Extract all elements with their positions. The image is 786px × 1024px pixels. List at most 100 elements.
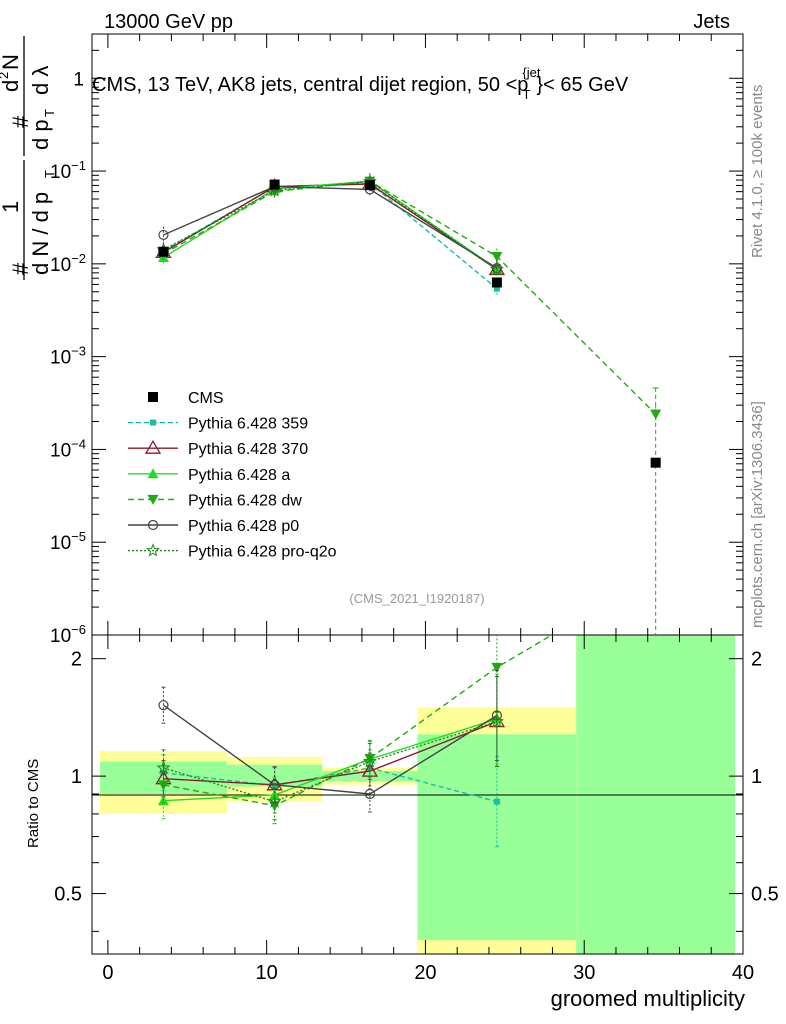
legend-label: Pythia 6.428 pro-q2o [188,544,337,561]
ylabel-one: 1 [0,201,23,213]
ylabel-dN: d N / d p [28,192,53,275]
series-point [491,252,503,263]
svg-text:d p: d p [28,119,53,150]
ytick-label-4: 10−2 [50,251,86,276]
ratio-pythia-6-428-pro-q2o [156,676,504,821]
legend-label: Pythia 6.428 359 [188,416,308,433]
ytick-label-3: 10−3 [50,344,86,369]
svg-text:N: N [0,54,23,70]
ratio-line-4 [163,704,498,795]
cms-point [158,246,169,257]
xtick-label-10: 10 [256,962,278,984]
ratio-ytick-label-1: 1 [71,766,82,788]
main-series [155,173,662,635]
cms-point [364,180,375,191]
legend-entry-1: Pythia 6.428 370 [128,439,308,458]
plot-title: CMS, 13 TeV, AK8 jets, central dijet reg… [92,65,629,102]
svg-text:T: T [42,170,57,178]
mcplots-label: mcplots.cern.ch [arXiv:1306.3436] [749,401,766,628]
ratio-point [157,780,169,791]
ratio-ytick-label-right-0: 2 [751,649,762,671]
x-axis-label: groomed multiplicity [551,986,745,1011]
ratio-ytick-label-2: 0.5 [54,884,82,906]
ratio-line-1 [163,720,498,786]
legend-marker [147,519,159,531]
cms-point [491,277,502,288]
ratio-point [364,753,376,764]
ratio-ytick-label-0: 2 [71,649,82,671]
title-sub: T [522,87,530,102]
analysis-tag: (CMS_2021_I1920187) [349,591,484,606]
series-point [650,409,662,420]
title-end: }< 65 GeV [536,74,628,96]
main-y-axis: 10−6 10−5 10−4 10−3 10−2 10−1 1 [50,33,743,647]
ratio-point [491,662,503,673]
legend-marker [147,468,159,479]
series-line-5 [163,180,498,271]
header-right: Jets [693,11,730,33]
ylabel-hash-1: # [8,262,33,275]
svg-text:T: T [42,109,57,117]
ratio-point [362,754,377,768]
main-y-axis-label: # 1 d N / d p T # d 2 N d p T d λ [0,36,57,280]
legend-entry-3: Pythia 6.428 dw [128,492,302,509]
title-sup: {jet [522,65,540,80]
ratio-point [267,794,282,808]
legend-marker [147,494,159,505]
ytick-label-1: 10−5 [50,529,86,554]
legend-entry-2: Pythia 6.428 a [128,467,290,484]
legend: CMS Pythia 6.428 359 Pythia 6.428 370 Pythi… [128,390,337,561]
ytick-label-0: 10−6 [50,622,86,647]
series-point [493,285,500,292]
title-main: CMS, 13 TeV, AK8 jets, central dijet reg… [92,74,528,96]
ratio-series [155,635,554,848]
series-line-2 [163,180,498,270]
ratio-y-axis: 2 2 1 1 0.5 0.5 [54,649,779,932]
series-point [158,229,169,241]
ratio-line-3 [163,635,554,807]
ratio-ytick-label-right-2: 0.5 [751,884,779,906]
legend-label: Pythia 6.428 p0 [188,518,299,535]
ratio-y-label: Ratio to CMS [25,759,42,848]
ratio-point [364,788,375,800]
legend-entry-4: Pythia 6.428 p0 [128,518,299,535]
legend-marker [150,419,156,426]
legend-label-cms: CMS [188,390,224,407]
legend-marker [144,439,162,454]
ratio-point [156,760,171,774]
series-pythia-6-428-370 [155,175,506,278]
legend-entry-0: Pythia 6.428 359 [128,416,308,433]
cms-point [650,457,661,468]
svg-text:#: # [8,115,33,128]
ratio-point [489,714,504,728]
xtick-label-30: 30 [573,962,595,984]
legend-label: Pythia 6.428 370 [188,441,308,458]
rivet-label: Rivet 4.1.0, ≥ 100k events [749,85,766,258]
legend-label: Pythia 6.428 a [188,467,290,484]
x-axis: 0 10 20 30 40 [102,34,754,984]
legend-marker [146,543,160,557]
ratio-point [493,798,500,805]
svg-text:2: 2 [0,72,11,79]
svg-text:d λ: d λ [28,66,53,95]
ratio-ytick-label-right-1: 1 [751,766,762,788]
legend-marker-cms [148,392,158,402]
ytick-label-6: 1 [73,69,84,90]
xtick-label-40: 40 [732,962,754,984]
cms-data-points [158,179,661,468]
cms-point [269,179,280,190]
ratio-point [491,710,502,721]
header-left: 13000 GeV pp [104,11,233,33]
ytick-label-2: 10−4 [50,436,86,461]
svg-text:d: d [0,80,23,92]
series-point [489,262,504,276]
series-line-4 [163,185,498,269]
legend-entry-cms: CMS [148,390,224,407]
ytick-label-5: 10−1 [50,158,86,183]
legend-label: Pythia 6.428 dw [188,492,302,509]
ratio-point [158,700,169,711]
xtick-label-20: 20 [414,962,436,984]
ratio-line-2 [163,718,498,802]
xtick-label-0: 0 [102,962,113,984]
